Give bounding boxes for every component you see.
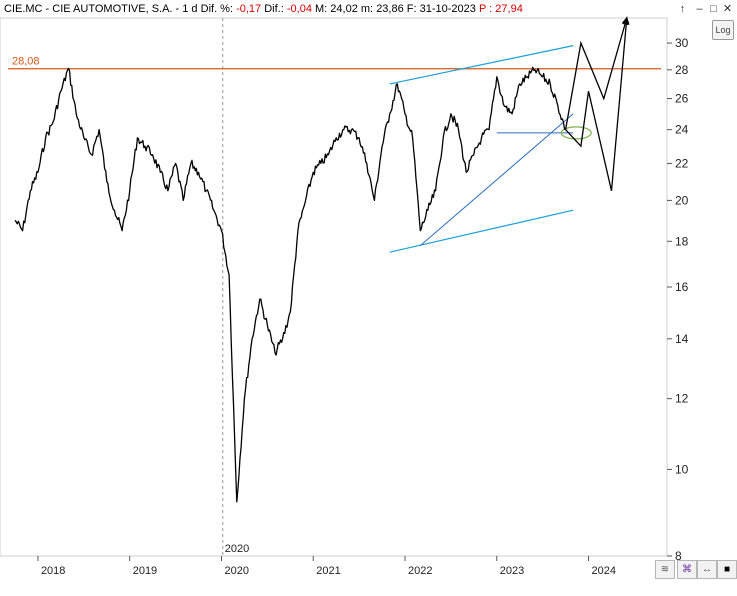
min-value: 23,86 bbox=[376, 3, 404, 15]
year-marker-label: 2020 bbox=[225, 543, 249, 555]
x-tick-label: 2024 bbox=[592, 565, 616, 577]
max-label: M: bbox=[315, 3, 328, 15]
price-value: 27,94 bbox=[495, 3, 523, 15]
y-tick-label: 28 bbox=[675, 63, 689, 77]
close-icon[interactable]: ✕ bbox=[722, 3, 733, 15]
fill-icon[interactable]: ■ bbox=[717, 560, 737, 579]
x-tick-label: 2022 bbox=[408, 565, 432, 577]
y-tick-label: 22 bbox=[675, 156, 689, 170]
date-label: F: bbox=[406, 3, 417, 15]
x-tick-label: 2018 bbox=[41, 565, 65, 577]
ticker-label: CIE.MC - CIE AUTOMOTIVE, S.A. - 1 d bbox=[4, 3, 198, 15]
cursor-icon[interactable]: ⌘ bbox=[677, 560, 697, 579]
x-tick-label: 2021 bbox=[316, 565, 340, 577]
log-scale-button[interactable]: Log bbox=[712, 20, 734, 40]
y-tick-label: 20 bbox=[675, 193, 689, 207]
arrow-up-icon[interactable]: ↑ bbox=[679, 3, 686, 15]
y-tick-label: 30 bbox=[675, 36, 689, 50]
dif-label: Dif.: bbox=[264, 3, 284, 15]
scenario-path bbox=[565, 17, 628, 191]
min-label: m: bbox=[360, 3, 374, 15]
x-tick-label: 2019 bbox=[133, 565, 157, 577]
highlight-ellipse bbox=[560, 126, 592, 140]
x-tick-label: 2020 bbox=[224, 565, 248, 577]
channel-line bbox=[389, 45, 574, 85]
y-tick-label: 8 bbox=[675, 549, 682, 563]
maximize-icon[interactable]: □ bbox=[710, 3, 717, 15]
y-tick-label: 24 bbox=[675, 123, 689, 137]
support-trendline bbox=[419, 113, 574, 247]
x-tick-label: 2023 bbox=[500, 565, 524, 577]
y-tick-label: 14 bbox=[675, 332, 689, 346]
price-series-line bbox=[14, 66, 566, 503]
y-tick-label: 16 bbox=[675, 280, 689, 294]
zoom-icon[interactable]: ≋ bbox=[655, 560, 675, 579]
scenario-arrowhead bbox=[622, 16, 630, 25]
chart-header: CIE.MC - CIE AUTOMOTIVE, S.A. - 1 d Dif.… bbox=[4, 3, 523, 15]
y-tick-label: 10 bbox=[675, 462, 689, 476]
y-tick-label: 18 bbox=[675, 234, 689, 248]
pan-icon[interactable]: ↔ bbox=[697, 560, 717, 579]
plot-area bbox=[0, 17, 668, 557]
scenario-path bbox=[564, 17, 628, 130]
y-tick-label: 26 bbox=[675, 92, 689, 106]
dif-pct-value: -0,17 bbox=[236, 3, 262, 15]
minimize-icon[interactable]: – bbox=[696, 3, 703, 15]
date-value: 31-10-2023 bbox=[419, 3, 476, 15]
price-label: P : bbox=[478, 3, 493, 15]
dif-pct-label: Dif. %: bbox=[200, 3, 234, 15]
max-value: 24,02 bbox=[330, 3, 358, 15]
dif-value: -0,04 bbox=[286, 3, 312, 15]
resistance-label: 28,08 bbox=[12, 56, 40, 68]
y-tick-label: 12 bbox=[675, 392, 689, 406]
